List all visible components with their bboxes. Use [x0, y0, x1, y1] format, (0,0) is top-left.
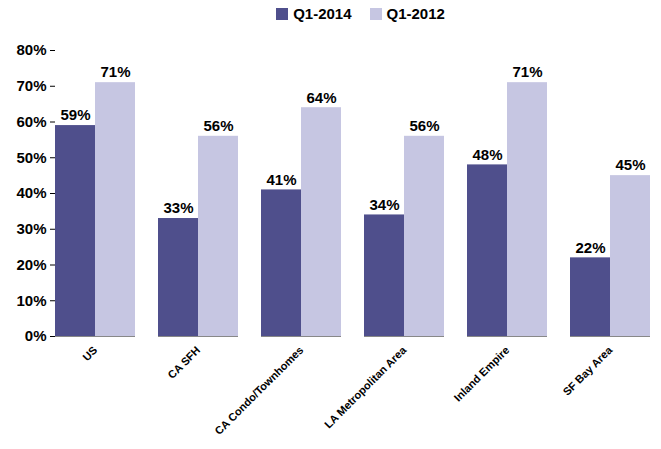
svg-text:LA Metropolitan Area: LA Metropolitan Area	[322, 343, 409, 430]
svg-text:41%: 41%	[266, 171, 296, 188]
svg-text:45%: 45%	[615, 156, 645, 173]
svg-text:60%: 60%	[16, 113, 46, 130]
svg-text:56%: 56%	[409, 117, 439, 134]
svg-text:50%: 50%	[16, 149, 46, 166]
svg-text:70%: 70%	[16, 77, 46, 94]
svg-text:56%: 56%	[203, 117, 233, 134]
html-text:Q1-2014: Q1-2014	[293, 4, 352, 22]
svg-text:30%: 30%	[16, 220, 46, 237]
svg-text:71%: 71%	[512, 63, 542, 80]
svg-text:SF Bay Area: SF Bay Area	[560, 343, 615, 398]
svg-text:71%: 71%	[100, 63, 130, 80]
svg-text:0%: 0%	[25, 327, 47, 344]
svg-text:Inland Empire: Inland Empire	[451, 344, 511, 404]
svg-text:CA Condo/Townhomes: CA Condo/Townhomes	[212, 344, 305, 437]
svg-text:22%: 22%	[575, 239, 605, 256]
svg-text:40%: 40%	[16, 184, 46, 201]
svg-text:59%: 59%	[60, 106, 90, 123]
svg-text:US: US	[80, 344, 99, 363]
svg-text:CA SFH: CA SFH	[165, 344, 202, 381]
svg-text:20%: 20%	[16, 256, 46, 273]
svg-text:10%: 10%	[16, 292, 46, 309]
svg-text:48%: 48%	[472, 146, 502, 163]
svg-text:64%: 64%	[306, 89, 336, 106]
svg-text:34%: 34%	[369, 196, 399, 213]
svg-text:80%: 80%	[16, 41, 46, 58]
html-text:Q1-2012: Q1-2012	[386, 4, 445, 22]
svg-text:33%: 33%	[163, 199, 193, 216]
